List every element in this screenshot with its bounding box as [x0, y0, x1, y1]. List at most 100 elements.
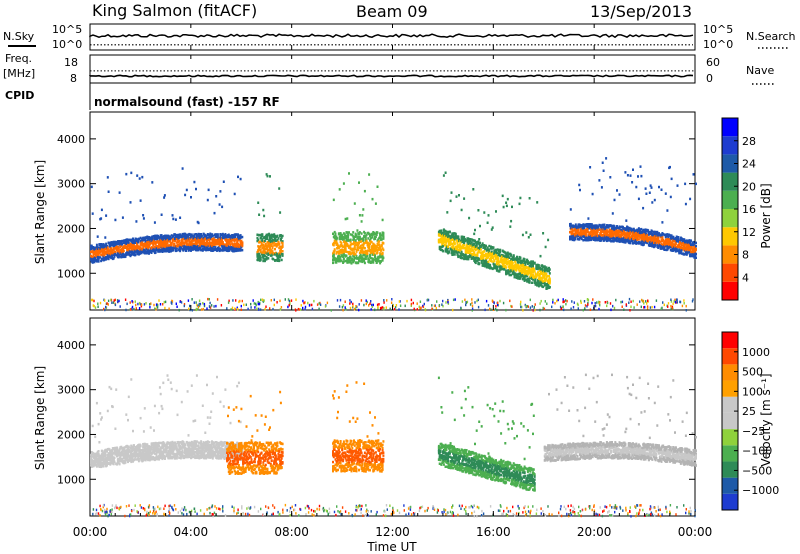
feature-0-cell: [149, 241, 152, 245]
noise-cell: [431, 304, 433, 307]
feature-3-scatter: [518, 202, 521, 206]
feature-2-cell: [359, 257, 362, 260]
feature-0-scatter: [136, 174, 139, 177]
noise-cell: [135, 307, 137, 310]
feature-1-cell: [261, 234, 264, 238]
noise-cell: [576, 302, 579, 306]
feature-0-cell: [97, 253, 100, 256]
feature-3-cell: [524, 263, 527, 266]
feature-3-cell: [490, 252, 492, 256]
feature-2-cell: [360, 232, 363, 235]
feature-2-cell: [353, 236, 355, 239]
feature-1-cell: [281, 244, 284, 247]
feature-3-cell: [465, 251, 468, 254]
noise-cell: [288, 299, 291, 303]
noise-cell: [386, 299, 388, 302]
feature-3-cell: [532, 273, 534, 277]
noise-cell: [155, 308, 157, 311]
noise-cell: [149, 303, 151, 306]
feature-1-cell: [262, 257, 265, 260]
feature-4-scatter: [625, 219, 628, 222]
feature-3-cell: [493, 259, 496, 262]
noise-cell: [365, 299, 367, 302]
feature-4-cell: [574, 236, 576, 239]
noise-cell: [313, 299, 315, 303]
noise-cell: [587, 301, 589, 305]
noise-cell: [298, 308, 300, 311]
cpid-label: CPID: [5, 89, 34, 102]
noise-cell: [303, 301, 305, 305]
feature-3-cell: [495, 262, 498, 266]
noise-cell: [540, 299, 542, 303]
feature-3-cell: [479, 245, 482, 249]
feature-3-cell: [516, 263, 519, 267]
noise-cell: [542, 306, 544, 310]
feature-0-cell: [206, 246, 208, 249]
feature-4-cell: [620, 228, 623, 232]
noise-cell: [129, 301, 131, 304]
feature-3-cell: [512, 256, 515, 259]
feature-3-scatter: [539, 254, 542, 258]
feature-4-cell: [592, 233, 595, 236]
noise-cell: [420, 306, 422, 309]
noise-cell: [349, 306, 352, 310]
feature-0-cell: [100, 245, 103, 248]
feature-2-cell: [351, 249, 354, 252]
feature-0-scatter: [135, 220, 138, 223]
feature-0-cell: [174, 237, 176, 241]
feature-4-cell: [575, 225, 578, 228]
feature-2-cell: [332, 253, 335, 257]
feature-2-cell: [374, 254, 376, 257]
feature-3-cell: [469, 242, 472, 246]
noise-cell: [510, 304, 512, 308]
feature-0-scatter: [106, 176, 109, 179]
feature-3-cell: [495, 251, 498, 255]
feature-2-scatter: [368, 173, 371, 176]
noise-cell: [502, 301, 505, 305]
noise-cell: [485, 299, 488, 303]
feature-2-cell: [362, 251, 365, 255]
feature-2-cell: [342, 245, 345, 248]
nsearch-label: N.Search: [746, 30, 796, 43]
feature-0-cell: [193, 234, 196, 238]
nsky-tick-bottom: 10^0: [52, 38, 82, 51]
feature-0-scatter: [114, 218, 117, 222]
noise-cell: [641, 298, 643, 302]
feature-4-cell: [583, 226, 586, 230]
noise-cell: [670, 304, 672, 308]
feature-3-scatter: [450, 191, 453, 194]
noise-cell: [610, 308, 612, 312]
feature-2-cell: [342, 249, 345, 253]
feature-3-scatter: [491, 226, 494, 229]
feature-3-cell: [479, 251, 482, 254]
noise-cell: [529, 306, 532, 309]
feature-0-cell: [167, 234, 170, 238]
feature-0-scatter: [195, 187, 197, 191]
feature-1-cell: [256, 233, 259, 236]
noise-cell: [131, 300, 133, 303]
feature-0-cell: [189, 243, 192, 246]
feature-4-cell: [607, 234, 610, 237]
feature-4-cell: [587, 234, 590, 237]
feature-2-cell: [342, 238, 345, 241]
feature-3-cell: [448, 250, 450, 253]
noise-cell: [191, 309, 193, 312]
feature-1-cell: [258, 255, 261, 258]
feature-4-cell: [611, 229, 614, 233]
noise-cell: [497, 301, 499, 305]
feature-0-cell: [118, 255, 121, 258]
noise-cell: [433, 304, 436, 308]
feature-0-cell: [187, 234, 190, 238]
feature-0-cell: [164, 240, 167, 243]
noise-cell: [591, 301, 593, 305]
feature-3-cell: [478, 250, 481, 254]
noise-cell: [621, 300, 624, 304]
feature-0-cell: [193, 242, 196, 245]
feature-3-cell: [548, 268, 551, 271]
feature-1-cell: [257, 256, 260, 259]
noise-cell: [97, 305, 99, 308]
feature-3-cell: [469, 254, 472, 258]
feature-3-scatter: [473, 232, 476, 236]
feature-0-scatter: [206, 198, 209, 202]
noise-cell: [319, 301, 321, 305]
